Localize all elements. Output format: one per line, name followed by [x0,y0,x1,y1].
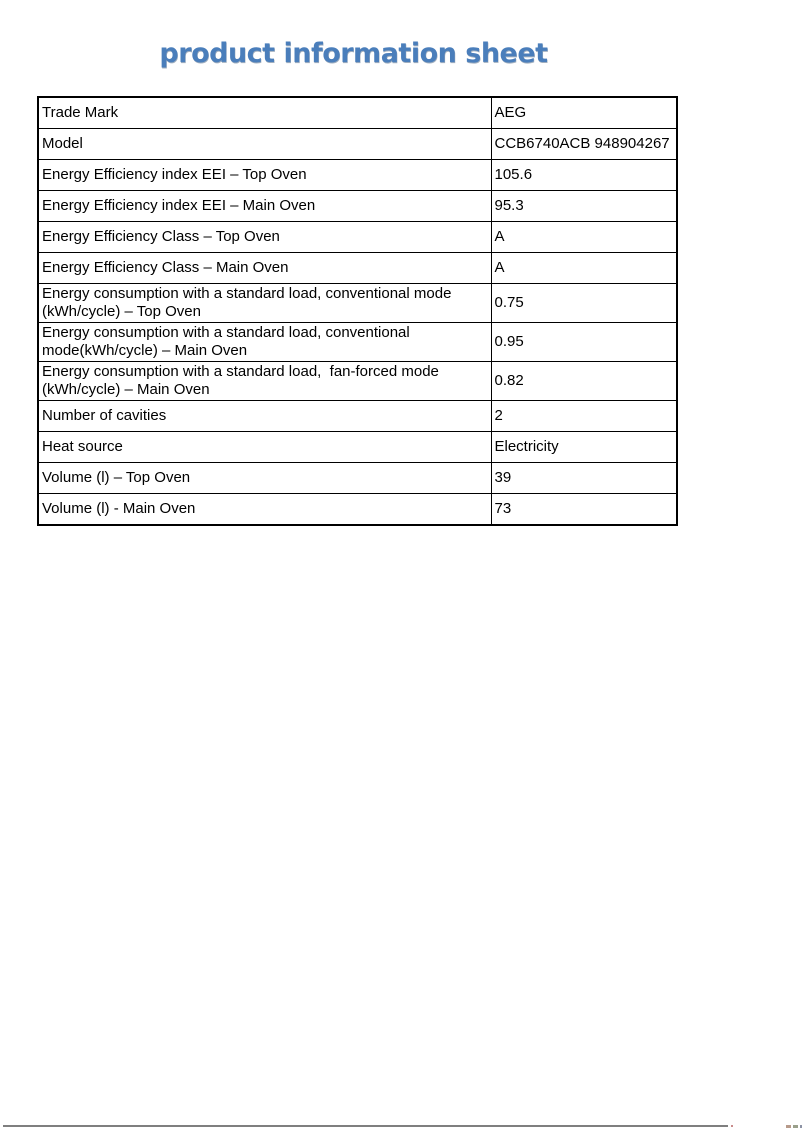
table-cell-label: Energy Efficiency index EEI – Top Oven [37,159,492,191]
table-row: Energy Efficiency index EEI – Top Oven 1… [37,159,678,191]
table-row: Volume (l) – Top Oven 39 [37,462,678,494]
table-cell-value: 0.95 [490,322,678,362]
table-cell-label: Energy Efficiency Class – Main Oven [37,252,492,284]
footer-speck [793,1125,798,1128]
table-row: Energy Efficiency index EEI – Main Oven … [37,190,678,222]
table-cell-label: Heat source [37,431,492,463]
table-row: Energy consumption with a standard load,… [37,322,678,362]
table-cell-value: 73 [490,493,678,526]
table-row: Energy consumption with a standard load,… [37,283,678,323]
footer-speck [800,1125,802,1128]
table-cell-value: AEG [490,96,678,129]
page-footer-rule [3,1125,728,1127]
table-row: Trade Mark AEG [37,96,678,129]
table-cell-label: Energy consumption with a standard load,… [37,322,492,362]
table-cell-value: 0.82 [490,361,678,401]
table-row: Volume (l) - Main Oven 73 [37,493,678,526]
footer-speck [731,1125,733,1127]
table-cell-value: Electricity [490,431,678,463]
table-cell-label: Volume (l) - Main Oven [37,493,492,526]
table-cell-label: Volume (l) – Top Oven [37,462,492,494]
table-row: Energy Efficiency Class – Main Oven A [37,252,678,284]
page-title: product information sheet [159,38,548,69]
table-cell-value: A [490,252,678,284]
table-cell-value: 95.3 [490,190,678,222]
table-cell-label: Energy Efficiency index EEI – Main Oven [37,190,492,222]
footer-speck [786,1125,791,1128]
table-row: Heat source Electricity [37,431,678,463]
table-cell-value: 2 [490,400,678,432]
table-cell-label: Energy Efficiency Class – Top Oven [37,221,492,253]
table-row: Energy consumption with a standard load,… [37,361,678,401]
table-cell-label: Trade Mark [37,96,492,129]
table-row: Model CCB6740ACB 948904267 [37,128,678,160]
product-info-table-body: Trade Mark AEG Model CCB6740ACB 94890426… [37,96,678,526]
table-cell-label: Energy consumption with a standard load,… [37,361,492,401]
product-info-table: Trade Mark AEG Model CCB6740ACB 94890426… [37,96,678,526]
table-row: Number of cavities 2 [37,400,678,432]
table-cell-label: Energy consumption with a standard load,… [37,283,492,323]
table-cell-label: Model [37,128,492,160]
table-cell-value: 0.75 [490,283,678,323]
table-cell-label: Number of cavities [37,400,492,432]
table-cell-value: CCB6740ACB 948904267 [490,128,678,160]
table-cell-value: A [490,221,678,253]
table-cell-value: 39 [490,462,678,494]
table-cell-value: 105.6 [490,159,678,191]
footer-artifact [786,1125,802,1128]
table-row: Energy Efficiency Class – Top Oven A [37,221,678,253]
